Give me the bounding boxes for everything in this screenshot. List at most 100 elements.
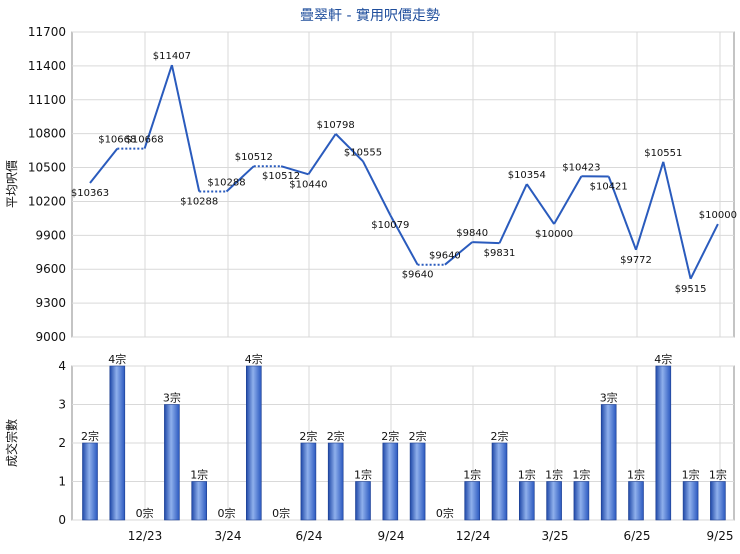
line-chart-y-tick-label: 9300 bbox=[35, 296, 66, 310]
line-chart-grid bbox=[72, 32, 734, 337]
line-data-label: $10668 bbox=[126, 135, 164, 146]
bar-data-label: 1宗 bbox=[709, 468, 727, 482]
bar-data-label: 1宗 bbox=[572, 468, 590, 482]
line-chart-y-label: 平均呎價 bbox=[5, 160, 19, 208]
bar bbox=[410, 443, 425, 520]
bar-data-label: 1宗 bbox=[190, 468, 208, 482]
bar-data-label: 0宗 bbox=[218, 506, 236, 520]
bar-data-label: 1宗 bbox=[354, 468, 372, 482]
bar-data-label: 2宗 bbox=[299, 429, 317, 443]
line-data-label: $9840 bbox=[456, 228, 488, 239]
line-data-label: $10555 bbox=[344, 147, 382, 158]
line-data-label: $9640 bbox=[402, 270, 434, 281]
bar bbox=[83, 443, 98, 520]
bar bbox=[629, 482, 644, 521]
line-data-label: $10363 bbox=[71, 188, 109, 199]
x-tick-label: 3/24 bbox=[215, 529, 242, 543]
bar-data-label: 1宗 bbox=[627, 468, 645, 482]
bar-data-label: 1宗 bbox=[682, 468, 700, 482]
line-chart-y-tick-label: 9000 bbox=[35, 330, 66, 344]
bar bbox=[574, 482, 589, 521]
bar-data-label: 4宗 bbox=[654, 352, 672, 366]
line-chart-y-tick-label: 9600 bbox=[35, 262, 66, 276]
line-data-label: $9772 bbox=[620, 255, 652, 266]
chart-title: 疊翠軒 - 實用呎價走勢 bbox=[300, 7, 440, 24]
bar bbox=[110, 366, 125, 520]
bar-data-label: 2宗 bbox=[81, 429, 99, 443]
bar-data-label: 2宗 bbox=[409, 429, 427, 443]
bar-data-label: 1宗 bbox=[518, 468, 536, 482]
x-tick-label: 9/24 bbox=[378, 529, 405, 543]
line-data-label: $10512 bbox=[235, 152, 273, 163]
bar-data-label: 0宗 bbox=[272, 506, 290, 520]
x-tick-label: 6/24 bbox=[296, 529, 323, 543]
bar bbox=[301, 443, 316, 520]
line-chart-y-tick-label: 10500 bbox=[28, 161, 66, 175]
bar bbox=[164, 405, 179, 521]
bar bbox=[465, 482, 480, 521]
bar-data-label: 4宗 bbox=[108, 352, 126, 366]
bar bbox=[710, 482, 725, 521]
line-chart-y-tick-label: 11400 bbox=[28, 59, 66, 73]
bar-data-label: 4宗 bbox=[245, 352, 263, 366]
bar-chart-y-tick-label: 2 bbox=[58, 436, 66, 450]
x-tick-label: 12/23 bbox=[128, 529, 163, 543]
line-data-label: $10288 bbox=[207, 178, 245, 189]
bar-chart-y-tick-label: 4 bbox=[58, 359, 66, 373]
line-data-label: $10421 bbox=[590, 181, 628, 192]
bar bbox=[328, 443, 343, 520]
line-data-label: $9831 bbox=[484, 248, 516, 259]
bar-chart-y-tick-label: 0 bbox=[58, 513, 66, 527]
bar bbox=[383, 443, 398, 520]
bar bbox=[492, 443, 507, 520]
line-data-label: $10000 bbox=[535, 229, 573, 240]
bar-data-label: 1宗 bbox=[545, 468, 563, 482]
bar-chart-y-tick-label: 1 bbox=[58, 475, 66, 489]
line-data-label: $10423 bbox=[562, 162, 600, 173]
line-data-label: $10354 bbox=[508, 170, 546, 181]
bar bbox=[683, 482, 698, 521]
line-data-label: $11407 bbox=[153, 51, 191, 62]
x-tick-label: 6/25 bbox=[624, 529, 651, 543]
bar-data-label: 0宗 bbox=[436, 506, 454, 520]
bar-chart-y-ticks: 0 1 2 3 4 bbox=[58, 359, 66, 527]
bar bbox=[656, 366, 671, 520]
line-chart-y-tick-label: 10200 bbox=[28, 194, 66, 208]
line-data-label: $9640 bbox=[429, 251, 461, 262]
bar-data-label: 2宗 bbox=[327, 429, 345, 443]
bar-data-label: 2宗 bbox=[491, 429, 509, 443]
bar-data-label: 3宗 bbox=[163, 391, 181, 405]
x-tick-label: 3/25 bbox=[542, 529, 569, 543]
line-data-label: $10288 bbox=[180, 197, 218, 208]
bar-data-label: 0宗 bbox=[136, 506, 154, 520]
bar bbox=[601, 405, 616, 521]
x-tick-label: 12/24 bbox=[456, 529, 491, 543]
line-data-label: $10798 bbox=[317, 120, 355, 131]
bar-chart-y-label: 成交宗數 bbox=[4, 419, 19, 467]
bar-data-label: 3宗 bbox=[600, 391, 618, 405]
line-chart-y-ticks: 9000 9300 9600 9900 10200 10500 10800 11100 1140… bbox=[28, 25, 66, 344]
line-chart-y-tick-label: 11100 bbox=[28, 93, 66, 107]
x-tick-label: 9/25 bbox=[707, 529, 734, 543]
bar bbox=[547, 482, 562, 521]
line-segment bbox=[472, 242, 499, 243]
line-chart-y-tick-label: 11700 bbox=[28, 25, 66, 39]
line-chart-frame bbox=[72, 32, 734, 337]
line-data-label: $9515 bbox=[675, 284, 707, 295]
line-data-label: $10079 bbox=[371, 220, 409, 231]
bar bbox=[519, 482, 534, 521]
line-data-label: $10000 bbox=[699, 210, 737, 221]
bar-chart-y-tick-label: 3 bbox=[58, 398, 66, 412]
line-data-label: $10551 bbox=[644, 148, 682, 159]
line-chart-y-tick-label: 9900 bbox=[35, 228, 66, 242]
bar bbox=[356, 482, 371, 521]
bar-chart-x-ticks: 12/23 3/24 6/24 9/24 12/24 3/25 6/25 9/25 bbox=[128, 529, 734, 543]
line-data-label: $10440 bbox=[289, 179, 327, 190]
bar-data-label: 2宗 bbox=[381, 429, 399, 443]
line-chart-y-tick-label: 10800 bbox=[28, 127, 66, 141]
bar bbox=[246, 366, 261, 520]
bar-data-label: 1宗 bbox=[463, 468, 481, 482]
bar bbox=[192, 482, 207, 521]
